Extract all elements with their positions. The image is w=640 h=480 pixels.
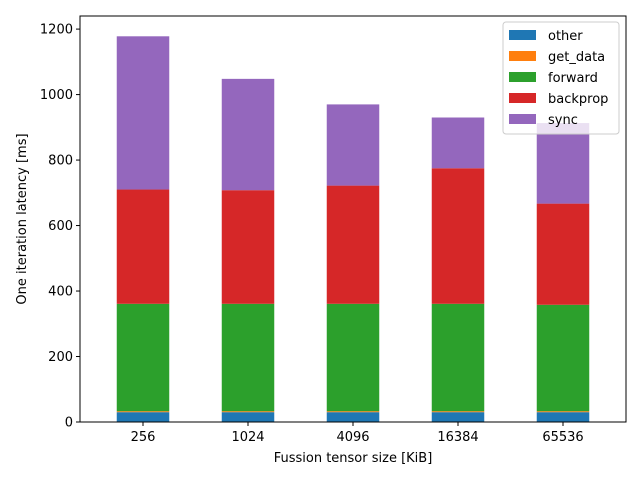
axes-group: 0 200 400 600 800 1000 1200 256 1024 4096 16384 655…	[40, 15, 627, 445]
legend-label-other: other	[548, 29, 583, 44]
legend-swatch-backprop	[509, 93, 536, 103]
bar-segment-sync	[221, 78, 275, 191]
y-tick-label: 400	[48, 285, 73, 300]
legend-swatch-sync	[509, 114, 536, 124]
y-tick-label: 800	[48, 154, 73, 169]
y-tick-label: 1000	[40, 88, 73, 103]
bar-segment-backprop	[536, 203, 590, 305]
y-axis-label: One iteration latency [ms]	[15, 133, 30, 304]
bar-segment-other	[536, 412, 590, 422]
y-tick-label: 200	[48, 350, 73, 365]
x-tick-label: 16384	[437, 430, 478, 445]
bar-segment-other	[431, 412, 485, 422]
bar-segment-sync	[536, 123, 590, 204]
bar-segment-forward	[326, 303, 380, 412]
bar-segment-get_data	[326, 411, 380, 413]
legend-frame	[502, 21, 620, 135]
y-tick-label: 600	[48, 219, 73, 234]
bar-segment-other	[326, 412, 380, 422]
legend-swatch-forward	[509, 72, 536, 82]
bar-segment-get_data	[116, 411, 170, 413]
legend-label-sync: sync	[548, 113, 578, 128]
x-tick-label: 4096	[336, 430, 369, 445]
bar-segment-backprop	[431, 168, 485, 304]
bar-segment-sync	[431, 117, 485, 169]
bar-segment-backprop	[326, 185, 380, 304]
legend-swatch-other	[509, 30, 536, 40]
legend-swatch-get_data	[509, 51, 536, 61]
bar-segment-get_data	[221, 411, 275, 413]
bar-segment-forward	[536, 304, 590, 412]
x-tick-label: 65536	[542, 430, 583, 445]
bar-segment-other	[116, 412, 170, 422]
legend-label-forward: forward	[548, 71, 598, 86]
bar-segment-forward	[431, 303, 485, 412]
x-tick-label: 1024	[231, 430, 264, 445]
bar-segment-forward	[221, 303, 275, 412]
bar-segment-get_data	[431, 411, 485, 413]
bar-segment-backprop	[221, 190, 275, 304]
y-tick-label: 0	[65, 416, 73, 431]
bar-segment-backprop	[116, 189, 170, 304]
x-tick-label: 256	[131, 430, 156, 445]
legend-label-get_data: get_data	[548, 50, 605, 65]
x-axis-label: Fussion tensor size [KiB]	[274, 451, 433, 466]
bar-segment-sync	[326, 104, 380, 186]
bar-segment-sync	[116, 36, 170, 190]
bar-segment-forward	[116, 303, 170, 412]
bars-group	[116, 36, 590, 422]
bar-segment-other	[221, 412, 275, 422]
y-tick-label: 1200	[40, 23, 73, 38]
legend-label-backprop: backprop	[548, 92, 608, 107]
bar-segment-get_data	[536, 411, 590, 413]
